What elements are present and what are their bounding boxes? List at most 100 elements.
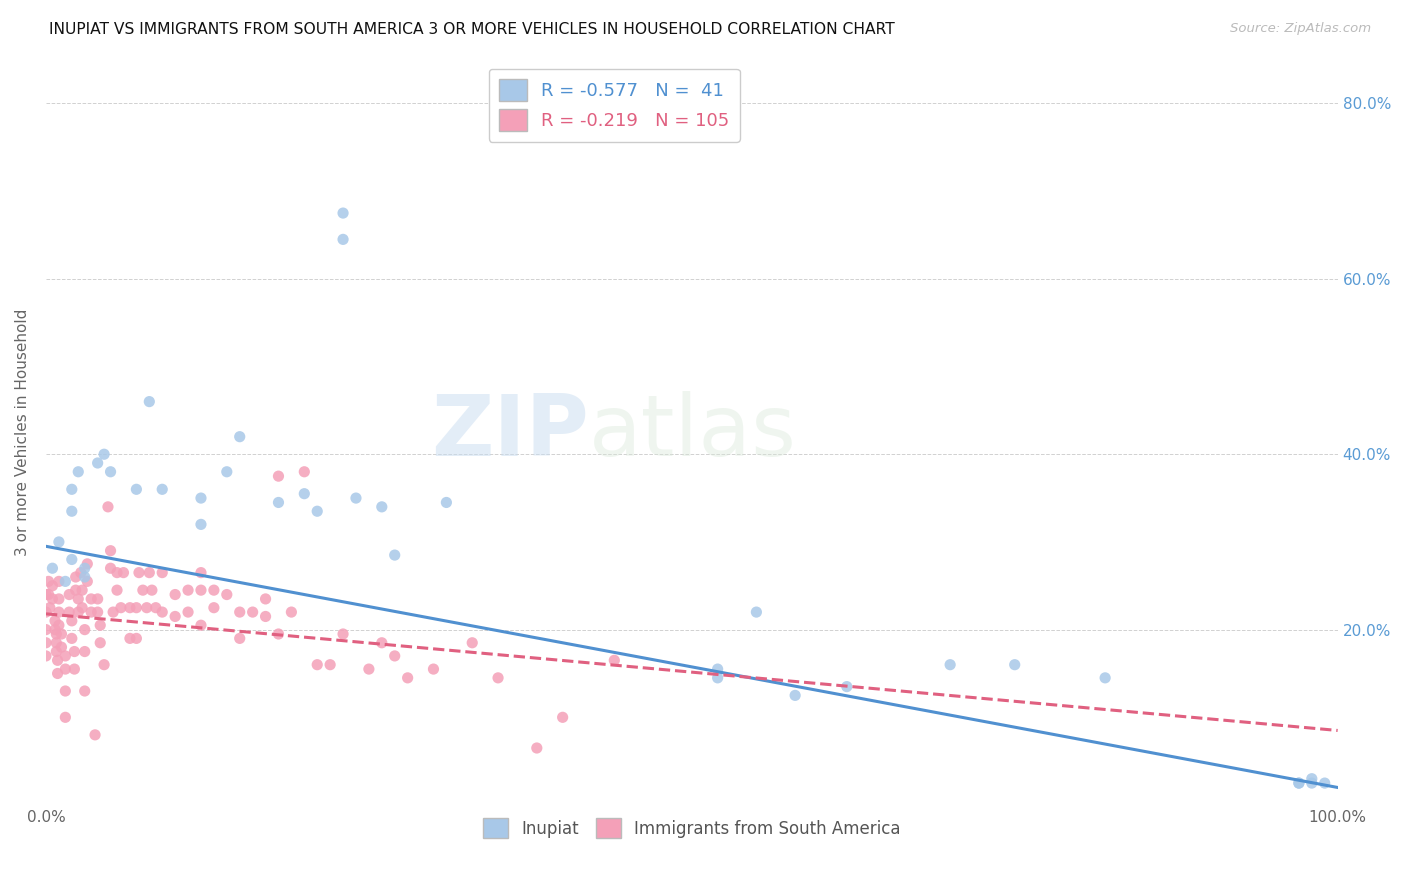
Point [145,600,167,615]
Point [422,662,444,676]
Point [38,600,60,615]
Point [80,605,103,619]
Point [125,483,148,497]
Point [150,605,173,619]
Point [58,605,80,619]
Point [1288,776,1310,790]
Point [307,504,329,518]
Point [486,671,509,685]
Point [267,469,290,483]
Point [128,566,150,580]
Point [73,644,96,658]
Point [190,491,212,505]
Point [44,623,66,637]
Point [89,618,111,632]
Point [215,465,238,479]
Point [215,588,238,602]
Point [89,636,111,650]
Point [165,609,187,624]
Point [384,548,406,562]
Point [73,623,96,637]
Point [118,600,141,615]
Point [785,689,807,703]
Point [100,561,122,575]
Point [76,574,98,589]
Point [292,486,315,500]
Point [177,583,200,598]
Point [202,600,225,615]
Point [35,605,58,619]
Point [1313,776,1336,790]
Point [357,662,380,676]
Point [100,465,122,479]
Point [70,566,93,580]
Point [60,614,83,628]
Point [745,605,768,619]
Point [105,566,128,580]
Point [60,504,83,518]
Point [60,552,83,566]
Point [384,648,406,663]
Point [73,684,96,698]
Point [35,588,58,602]
Point [526,741,548,756]
Point [51,640,73,655]
Point [45,636,67,650]
Point [86,456,108,470]
Point [93,657,115,672]
Point [60,483,83,497]
Point [332,627,354,641]
Point [242,605,264,619]
Point [319,657,342,672]
Point [80,591,103,606]
Point [35,648,58,663]
Point [141,583,163,598]
Point [41,561,63,575]
Point [371,500,394,514]
Point [48,574,70,589]
Point [48,535,70,549]
Point [46,666,69,681]
Point [35,623,58,637]
Point [177,605,200,619]
Point [135,600,157,615]
Point [53,710,76,724]
Point [138,566,160,580]
Point [51,627,73,641]
Point [97,500,120,514]
Point [332,232,354,246]
Point [307,657,329,672]
Point [53,662,76,676]
Point [110,600,132,615]
Point [101,605,124,619]
Text: INUPIAT VS IMMIGRANTS FROM SOUTH AMERICA 3 OR MORE VEHICLES IN HOUSEHOLD CORRELA: INUPIAT VS IMMIGRANTS FROM SOUTH AMERICA… [49,22,896,37]
Point [267,627,290,641]
Point [706,662,728,676]
Point [45,627,67,641]
Point [65,570,87,584]
Y-axis label: 3 or more Vehicles in Household: 3 or more Vehicles in Household [15,309,30,556]
Point [38,574,60,589]
Point [1301,776,1323,790]
Point [100,543,122,558]
Point [125,632,148,646]
Point [150,483,173,497]
Point [190,618,212,632]
Point [86,605,108,619]
Point [267,495,290,509]
Point [165,588,187,602]
Point [38,588,60,602]
Point [105,583,128,598]
Point [93,447,115,461]
Point [190,517,212,532]
Point [461,636,484,650]
Point [228,605,250,619]
Point [67,591,90,606]
Text: atlas: atlas [589,391,796,474]
Point [65,583,87,598]
Point [132,583,155,598]
Point [1094,671,1116,685]
Point [1301,772,1323,786]
Point [84,728,107,742]
Point [396,671,419,685]
